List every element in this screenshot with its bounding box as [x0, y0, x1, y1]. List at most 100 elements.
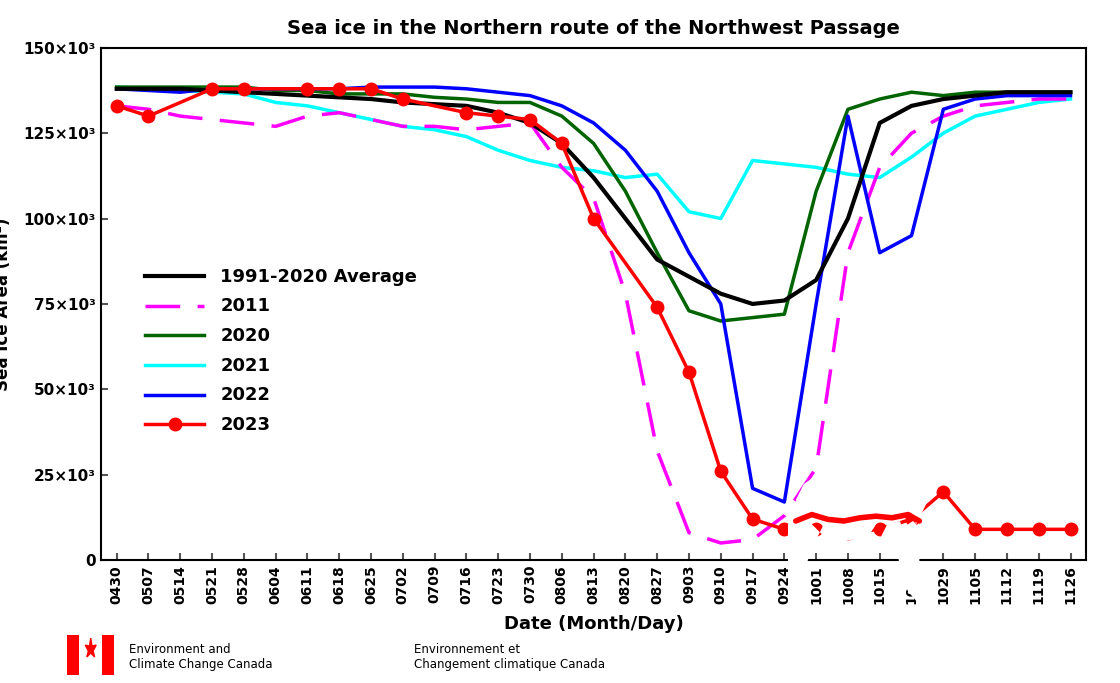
2023: [587, 214, 600, 223]
2020: [237, 83, 251, 91]
2023: [459, 109, 473, 117]
2011: [174, 112, 187, 120]
2023: [682, 368, 696, 376]
2022: [428, 83, 441, 91]
2020: [301, 86, 315, 94]
2023: [969, 525, 982, 533]
2011: [110, 102, 123, 110]
2011: [333, 109, 346, 117]
2022: [810, 300, 823, 308]
1991-2020 Average: [1064, 88, 1077, 96]
Line: 2023: 2023: [111, 83, 1076, 539]
2011: [810, 464, 823, 472]
2020: [810, 187, 823, 195]
2021: [523, 156, 536, 165]
2011: [969, 102, 982, 110]
2021: [1000, 105, 1014, 113]
2022: [301, 85, 315, 93]
1991-2020 Average: [587, 173, 600, 182]
1991-2020 Average: [110, 85, 123, 93]
2021: [587, 167, 600, 175]
1991-2020 Average: [492, 109, 505, 117]
2011: [523, 119, 536, 127]
1991-2020 Average: [969, 92, 982, 100]
2021: [110, 83, 123, 91]
2021: [459, 133, 473, 141]
2021: [205, 88, 218, 96]
2022: [1000, 92, 1014, 100]
1991-2020 Average: [523, 119, 536, 127]
2020: [872, 95, 886, 103]
1991-2020 Average: [459, 102, 473, 110]
2023: [301, 85, 315, 93]
2023: [841, 529, 855, 537]
1991-2020 Average: [905, 102, 918, 110]
2011: [1032, 95, 1045, 103]
2023: [333, 85, 346, 93]
2011: [142, 105, 156, 113]
1991-2020 Average: [1000, 88, 1014, 96]
2021: [174, 86, 187, 94]
2023: [777, 525, 791, 533]
2021: [333, 109, 346, 117]
2021: [237, 89, 251, 98]
2011: [556, 163, 569, 171]
Line: 2021: 2021: [116, 87, 1071, 219]
2022: [905, 232, 918, 240]
2023: [651, 303, 664, 311]
2023: [237, 85, 251, 93]
2023: [746, 515, 759, 523]
1991-2020 Average: [841, 214, 855, 223]
2021: [777, 160, 791, 168]
2021: [269, 98, 282, 107]
1991-2020 Average: [396, 98, 410, 107]
2021: [1064, 95, 1077, 103]
2020: [110, 83, 123, 91]
2023: [872, 525, 886, 533]
2011: [682, 529, 696, 537]
2021: [1032, 98, 1045, 107]
2023: [142, 112, 156, 120]
2022: [1032, 92, 1045, 100]
1991-2020 Average: [142, 85, 156, 93]
2022: [841, 112, 855, 120]
2022: [142, 86, 156, 94]
1991-2020 Average: [1032, 88, 1045, 96]
2022: [556, 102, 569, 110]
2011: [237, 119, 251, 127]
2021: [396, 122, 410, 130]
2021: [715, 214, 728, 223]
2022: [174, 88, 187, 96]
2022: [364, 83, 377, 91]
2022: [777, 498, 791, 506]
2020: [841, 105, 855, 113]
2020: [364, 89, 377, 98]
2020: [777, 310, 791, 318]
1991-2020 Average: [715, 290, 728, 298]
1991-2020 Average: [651, 255, 664, 264]
1991-2020 Average: [746, 300, 759, 308]
1991-2020 Average: [205, 86, 218, 94]
2021: [841, 170, 855, 178]
1991-2020 Average: [936, 95, 950, 103]
2011: [715, 539, 728, 547]
1991-2020 Average: [428, 100, 441, 108]
Polygon shape: [787, 516, 820, 604]
2021: [428, 126, 441, 134]
2023: [936, 488, 950, 496]
2011: [936, 112, 950, 120]
Polygon shape: [820, 512, 876, 540]
2011: [492, 122, 505, 130]
2023: [492, 112, 505, 120]
Title: Sea ice in the Northern route of the Northwest Passage: Sea ice in the Northern route of the Nor…: [287, 19, 900, 38]
2022: [459, 85, 473, 93]
2022: [872, 249, 886, 257]
Legend: 1991-2020 Average, 2011, 2020, 2021, 2022, 2023: 1991-2020 Average, 2011, 2020, 2021, 202…: [139, 261, 423, 441]
2021: [872, 173, 886, 182]
2022: [237, 85, 251, 93]
2022: [618, 146, 632, 154]
1991-2020 Average: [872, 119, 886, 127]
2023: [1064, 525, 1077, 533]
2022: [205, 85, 218, 93]
2020: [746, 313, 759, 322]
